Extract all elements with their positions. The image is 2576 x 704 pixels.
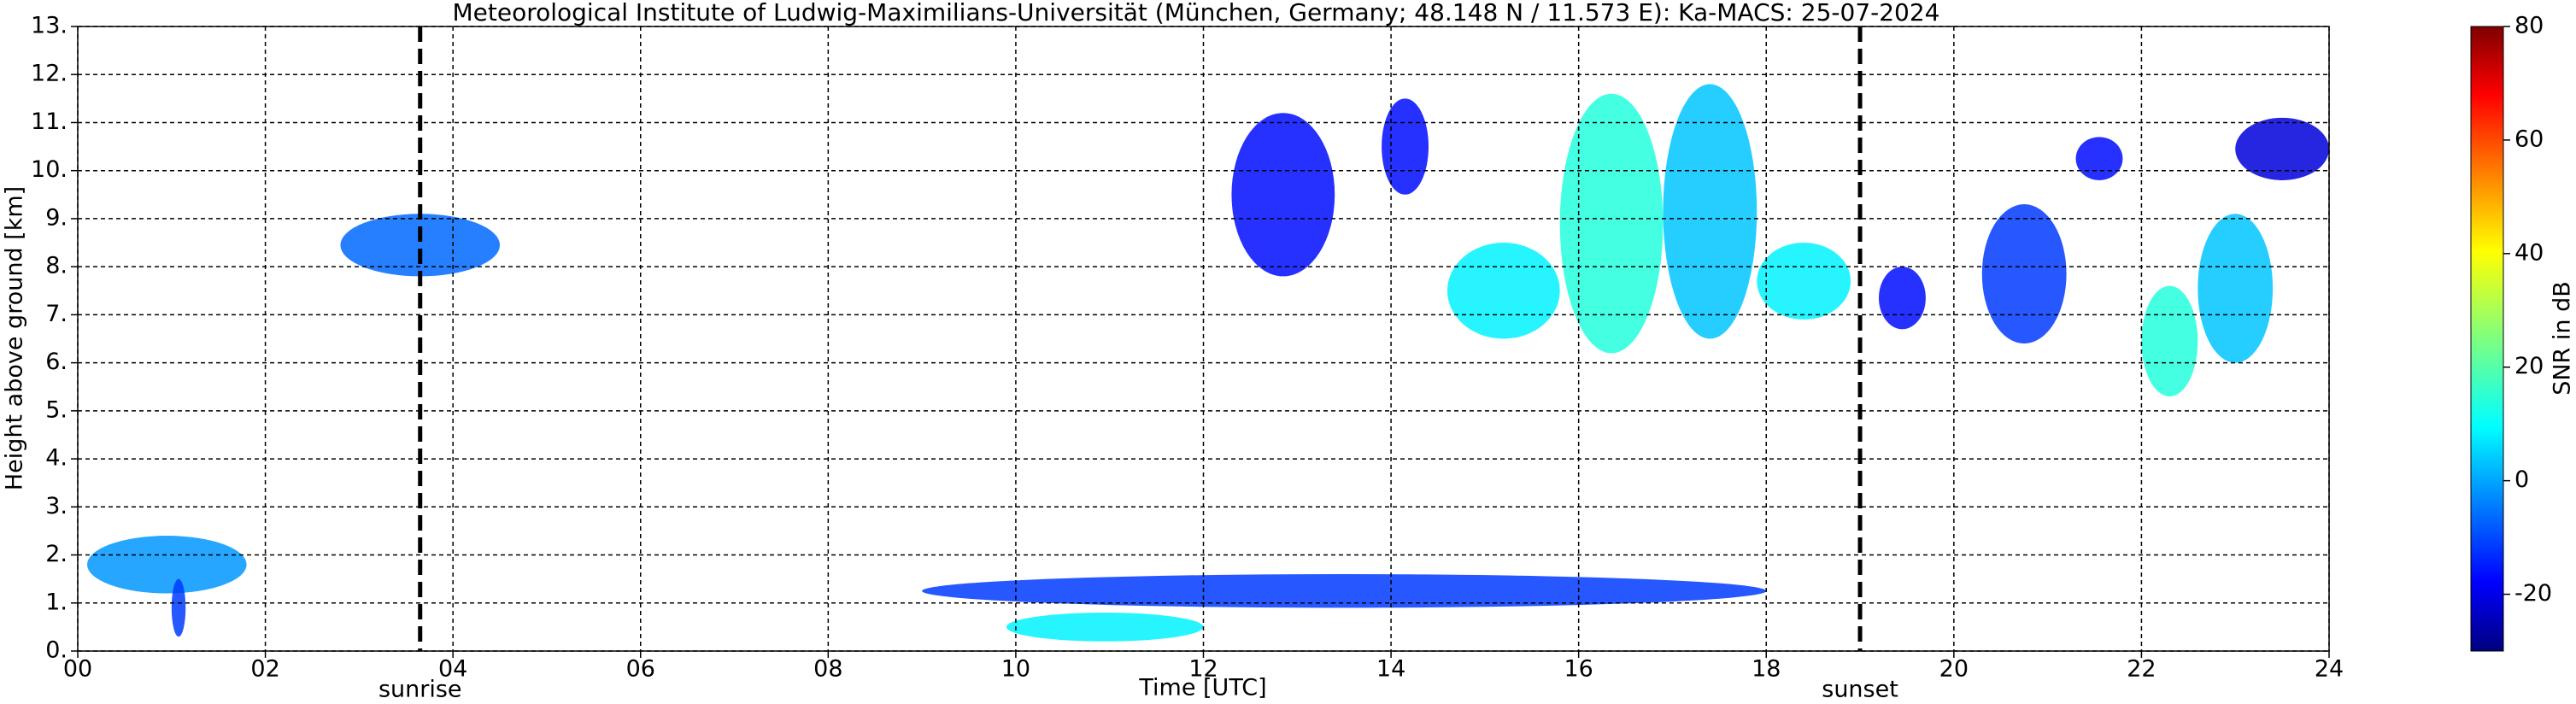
x-tick-label: 06 [626, 656, 655, 683]
colorbar-label: SNR in dB [2550, 281, 2576, 396]
y-tick-label: 5. [45, 396, 67, 423]
x-tick-label: 18 [1752, 656, 1781, 683]
x-tick-label: 02 [250, 656, 279, 683]
chart-title: Meteorological Institute of Ludwig-Maxim… [452, 0, 1939, 26]
y-tick-label: 4. [45, 445, 67, 472]
colorbar-tick-label: 40 [2514, 239, 2544, 266]
x-tick-label: 00 [63, 656, 92, 683]
colorbar-tick-label: 0 [2514, 466, 2529, 493]
x-tick-label: 22 [2127, 656, 2156, 683]
y-tick-label: 6. [45, 349, 67, 375]
radar-echo [922, 574, 1767, 608]
colorbar-tick-label: 20 [2514, 353, 2544, 379]
radar-echo [1663, 84, 1757, 339]
y-tick-label: 9. [45, 204, 67, 231]
radar-echo [171, 578, 186, 637]
radar-echo [2075, 137, 2123, 180]
y-tick-label: 11. [31, 109, 67, 135]
y-tick-label: 7. [45, 301, 67, 327]
y-tick-label: 2. [45, 541, 67, 567]
radar-echo [2198, 214, 2274, 363]
event-label: sunset [1822, 677, 1898, 703]
radar-echo [2141, 285, 2198, 396]
x-tick-label: 08 [813, 656, 842, 683]
x-tick-label: 20 [1939, 656, 1969, 683]
x-tick-label: 16 [1564, 656, 1593, 683]
plot-frame [77, 26, 2330, 652]
radar-echo [1446, 243, 1560, 339]
y-axis-label: Height above ground [km] [2, 186, 28, 490]
colorbar-tick-label: 80 [2514, 13, 2544, 39]
radar-echo [1981, 204, 2067, 344]
radar-echo [1382, 98, 1429, 195]
y-tick-label: 1. [45, 589, 67, 615]
y-tick-label: 13. [31, 13, 67, 39]
y-tick-label: 0. [45, 637, 67, 664]
radar-echo [1879, 267, 1926, 330]
y-tick-label: 3. [45, 493, 67, 519]
radar-echo [340, 214, 501, 277]
colorbar-tick-label: 60 [2514, 126, 2544, 152]
x-tick-label: 24 [2315, 656, 2344, 683]
x-tick-label: 10 [1001, 656, 1030, 683]
x-tick-label: 04 [438, 656, 467, 683]
y-tick-label: 8. [45, 253, 67, 279]
radar-echo [1231, 113, 1335, 277]
colorbar-tick-label: -20 [2514, 580, 2552, 607]
event-label: sunrise [378, 677, 462, 703]
x-tick-label: 14 [1376, 656, 1405, 683]
radar-echo [1006, 613, 1204, 642]
radar-echo [86, 536, 247, 594]
x-tick-label: 12 [1188, 656, 1218, 683]
colorbar [2471, 26, 2503, 651]
radar-echo [1559, 93, 1664, 354]
radar-echo [2235, 117, 2329, 180]
y-tick-label: 10. [31, 156, 67, 183]
y-tick-label: 12. [31, 61, 67, 87]
colorbar-frame [2470, 26, 2504, 652]
x-axis-label: Time [UTC] [1138, 675, 1266, 701]
radar-echo [1757, 243, 1851, 320]
